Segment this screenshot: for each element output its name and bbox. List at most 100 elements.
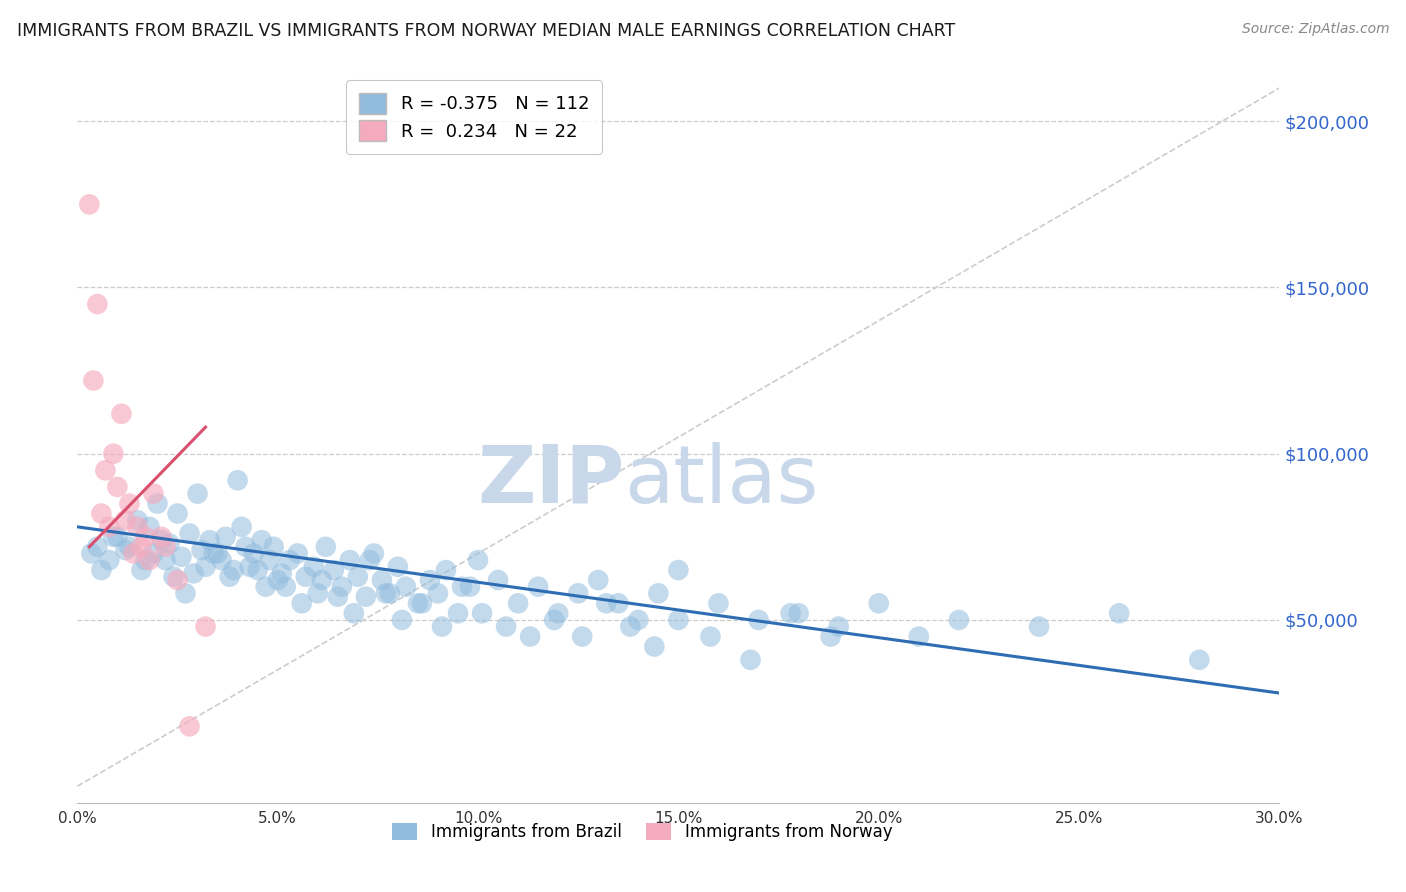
Point (519, 630, 541, 644)
Point (194, 619, 217, 633)
Point (131, 563, 153, 577)
Point (110, 407, 132, 421)
Point (150, 530, 173, 544)
Point (127, 513, 149, 527)
Point (427, 586, 450, 600)
Point (90, 507, 112, 521)
Point (155, 540, 177, 554)
Point (131, 540, 153, 554)
Point (82, 374, 104, 388)
Point (174, 586, 197, 600)
Point (787, 607, 810, 621)
Point (647, 586, 669, 600)
Point (254, 580, 277, 594)
Point (211, 553, 233, 567)
Text: Source: ZipAtlas.com: Source: ZipAtlas.com (1241, 22, 1389, 37)
Point (107, 480, 129, 494)
Point (391, 613, 413, 627)
Text: IMMIGRANTS FROM BRAZIL VS IMMIGRANTS FROM NORWAY MEDIAN MALE EARNINGS CORRELATIO: IMMIGRANTS FROM BRAZIL VS IMMIGRANTS FRO… (17, 22, 955, 40)
Point (183, 566, 205, 581)
Point (138, 553, 160, 567)
Point (595, 596, 617, 610)
Point (179, 719, 201, 733)
Point (242, 546, 264, 560)
Point (699, 630, 721, 644)
Point (231, 520, 253, 534)
Point (134, 530, 156, 544)
Point (166, 573, 188, 587)
Point (80, 546, 103, 560)
Point (146, 497, 169, 511)
Point (114, 543, 136, 558)
Point (419, 573, 441, 587)
Point (142, 546, 165, 560)
Point (486, 573, 509, 587)
Point (406, 596, 429, 610)
Point (134, 553, 156, 567)
Point (302, 559, 325, 574)
Point (122, 546, 145, 560)
Point (668, 613, 690, 627)
Point (107, 530, 129, 544)
Point (948, 613, 970, 627)
Point (207, 546, 229, 560)
Point (155, 553, 177, 567)
Point (98, 520, 121, 534)
Point (218, 570, 240, 584)
Point (190, 543, 212, 558)
Point (94, 463, 117, 477)
Point (547, 607, 569, 621)
Point (707, 596, 730, 610)
Point (343, 607, 366, 621)
Text: atlas: atlas (624, 442, 818, 520)
Point (378, 586, 401, 600)
Point (868, 596, 890, 610)
Point (267, 573, 290, 587)
Point (543, 613, 565, 627)
Point (354, 590, 377, 604)
Point (222, 563, 245, 577)
Point (162, 570, 184, 584)
Point (235, 540, 257, 554)
Point (278, 553, 301, 567)
Point (103, 530, 125, 544)
Point (411, 596, 433, 610)
Point (186, 486, 209, 500)
Point (619, 619, 641, 633)
Point (142, 486, 165, 500)
Point (508, 596, 530, 610)
Point (1028, 619, 1050, 633)
Point (315, 540, 337, 554)
Point (226, 473, 249, 487)
Point (86, 540, 108, 554)
Point (607, 596, 630, 610)
Point (643, 640, 665, 654)
Point (1188, 653, 1211, 667)
Point (294, 570, 316, 584)
Point (86, 297, 108, 311)
Point (908, 630, 931, 644)
Point (588, 573, 610, 587)
Point (458, 580, 481, 594)
Point (387, 559, 409, 574)
Point (820, 630, 842, 644)
Point (571, 630, 593, 644)
Point (79, 197, 101, 211)
Point (166, 507, 188, 521)
Point (274, 580, 297, 594)
Point (263, 540, 285, 554)
Legend: Immigrants from Brazil, Immigrants from Norway: Immigrants from Brazil, Immigrants from … (384, 814, 901, 849)
Point (627, 613, 650, 627)
Point (170, 549, 193, 564)
Point (748, 613, 770, 627)
Point (127, 520, 149, 534)
Point (330, 580, 353, 594)
Point (307, 586, 329, 600)
Point (326, 590, 349, 604)
Point (246, 563, 269, 577)
Point (467, 553, 489, 567)
Point (495, 619, 517, 633)
Point (90, 563, 112, 577)
Point (363, 546, 385, 560)
Point (371, 573, 394, 587)
